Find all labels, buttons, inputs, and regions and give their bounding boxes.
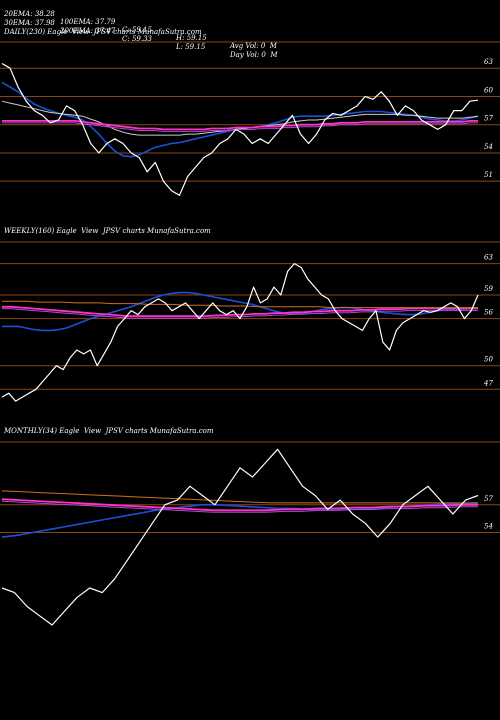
series-price-line (1, 448, 479, 626)
series-ema_pink-line (2, 305, 478, 318)
series-ema_orange-line (2, 300, 478, 309)
avg-vol-value: Avg Vol: 0 M (230, 42, 277, 50)
series-ema_fast-line (1, 81, 479, 158)
y-tick-label: 51 (484, 171, 493, 179)
monthly-chart-title: MONTHLY(34) Eagle View JPSV charts Munaf… (4, 427, 214, 435)
y-tick-label: 63 (484, 254, 493, 262)
y-tick-label: 56 (484, 309, 493, 317)
series-ema_orange-line (1, 490, 478, 504)
series-ema_blue-line (1, 502, 479, 538)
y-tick-label: 57 (484, 495, 493, 503)
high-value: H: 59.15 (176, 34, 207, 42)
y-tick-label: 54 (484, 143, 493, 151)
series-ema-purple-line (2, 308, 478, 319)
y-tick-label: 59 (484, 285, 493, 293)
series-ema-purple-line (1, 500, 478, 513)
weekly-chart-title: WEEKLY(160) Eagle View JPSV charts Munaf… (4, 227, 211, 235)
ema20-value: 20EMA: 38.28 (4, 10, 55, 18)
y-tick-label: 54 (484, 523, 493, 531)
series-price-line (1, 62, 479, 196)
low-value: L: 59.15 (176, 43, 206, 51)
header-row-1: 20EMA: 38.28 100EMA: 37.79 C: 59.15 H: 5… (4, 2, 277, 50)
series-ema_blue-line (2, 291, 478, 332)
header-row-2: 30EMA: 37.98 200EMA: 37.47 C: 59.33 L: 5… (4, 11, 278, 59)
series-price-line (1, 263, 479, 402)
y-tick-label: 60 (484, 86, 493, 94)
day-vol-value: Day Vol: 0 M (230, 51, 278, 59)
y-tick-label: 57 (484, 115, 493, 123)
close-value-2: C: 59.33 (122, 35, 152, 43)
series-ema-purple-line (2, 122, 478, 132)
y-tick-label: 47 (483, 379, 493, 387)
daily-chart-title: DAILY(230) Eagle View JPSV charts Munafa… (4, 28, 202, 36)
close-value: C: 59.15 (122, 26, 152, 34)
series-ema_pink-line (1, 498, 478, 512)
y-tick-label: 63 (484, 58, 493, 66)
ema200-value: 200EMA: 37.47 (60, 27, 116, 35)
ema100-value: 100EMA: 37.79 (60, 18, 116, 26)
ema30-value: 30EMA: 37.98 (4, 19, 55, 27)
y-tick-label: 50 (484, 356, 493, 364)
